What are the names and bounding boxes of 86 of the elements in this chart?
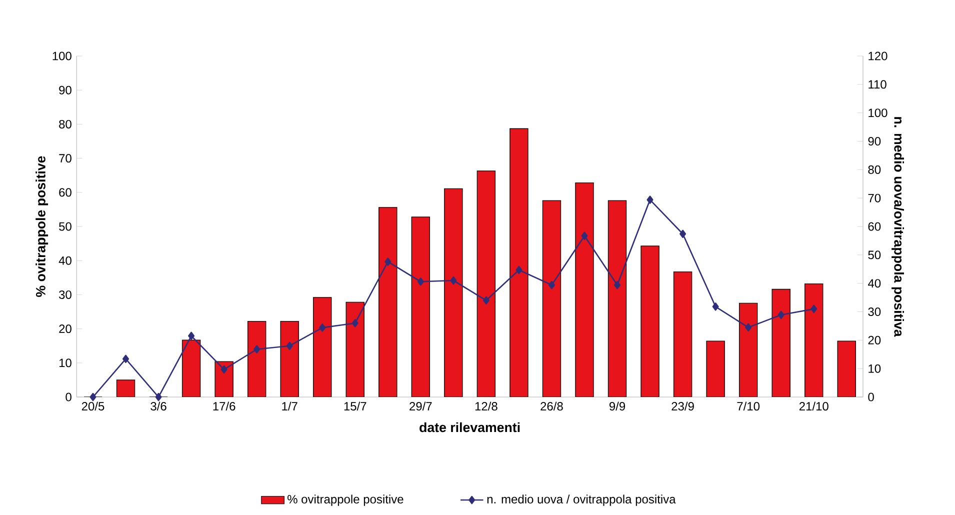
x-tick-label: 7/10 [737, 402, 760, 411]
y2-tick-label: 30 [868, 307, 881, 316]
bar [608, 200, 627, 397]
point [417, 277, 424, 286]
bar [214, 361, 234, 397]
x-tick-label: 23/9 [672, 402, 694, 411]
x-tick-label: 9/9 [609, 402, 626, 411]
x-axis-title: date rilevamenti [420, 422, 520, 432]
x-tick-label: 21/10 [799, 402, 828, 411]
y2-tick-label: 40 [868, 279, 881, 288]
point [155, 392, 162, 402]
point [352, 318, 358, 328]
point [319, 324, 326, 332]
bar [772, 288, 790, 397]
y-tick-label: 90 [59, 86, 72, 94]
y-tick-label: 100 [52, 52, 72, 60]
point [220, 365, 228, 374]
x-tick-label: 1/7 [282, 402, 298, 411]
x-tick-label: 29/7 [410, 402, 432, 411]
bar [706, 340, 725, 397]
y2-tick-label: 110 [868, 80, 886, 89]
bar [280, 320, 299, 397]
y-axis-title: % ovitrappole positive [36, 156, 48, 297]
point [646, 196, 654, 204]
bar [575, 182, 594, 397]
bar [640, 246, 660, 397]
bar [116, 380, 136, 397]
y2-axis-title: n. medio uova/ovitrappola positiva [892, 117, 904, 337]
y-tick-label: 50 [59, 222, 72, 231]
bar [247, 320, 266, 397]
y-tick-label: 0 [66, 392, 72, 402]
legend-label: n. medio uova / ovitrappola positiva [487, 494, 676, 506]
y2-tick-label: 60 [868, 222, 881, 231]
y-tick-label: 40 [58, 256, 72, 265]
bar [837, 340, 856, 397]
point [188, 332, 195, 340]
y2-tick-label: 100 [868, 108, 888, 118]
point [810, 304, 818, 314]
x-tick-label: 26/8 [540, 402, 563, 411]
point [254, 345, 260, 354]
point [680, 230, 686, 238]
y2-tick-label: 0 [868, 392, 874, 402]
bar [542, 200, 562, 397]
bar [510, 128, 528, 397]
y-tick-label: 70 [59, 154, 72, 163]
x-tick-label: 15/7 [344, 402, 366, 411]
point [778, 310, 784, 320]
legend-label: % ovitrappole positive [288, 494, 404, 506]
y-tick-label: 60 [59, 188, 72, 197]
y2-tick-label: 120 [868, 52, 888, 60]
point [286, 342, 293, 350]
y-tick-label: 80 [59, 120, 72, 128]
bar [346, 302, 364, 397]
bar [182, 340, 201, 397]
point [745, 323, 752, 332]
y-tick-label: 20 [59, 324, 72, 334]
x-tick-label: 3/6 [150, 402, 166, 411]
point [90, 392, 96, 402]
bar [673, 272, 692, 397]
y-tick-label: 10 [59, 358, 72, 368]
point [384, 258, 392, 266]
point [450, 276, 457, 285]
bar [313, 297, 332, 397]
y2-tick-label: 90 [868, 136, 881, 146]
bar [378, 207, 398, 397]
y2-tick-label: 10 [868, 364, 881, 373]
point [614, 280, 621, 290]
point [548, 280, 555, 290]
bar [476, 170, 496, 397]
x-tick-label: 20/5 [82, 402, 104, 411]
point [122, 354, 130, 364]
bar [804, 283, 824, 397]
bar [411, 216, 430, 397]
y2-tick-label: 80 [868, 165, 881, 174]
point [581, 232, 588, 240]
x-tick-label: 17/6 [213, 402, 236, 411]
point [482, 296, 490, 305]
point [516, 266, 522, 274]
y-tick-label: 30 [59, 290, 72, 299]
bar [444, 188, 463, 397]
y2-tick-label: 70 [868, 194, 881, 202]
point [712, 302, 719, 311]
y2-tick-label: 50 [868, 250, 881, 260]
bar [738, 302, 758, 397]
x-tick-label: 12/8 [475, 402, 498, 411]
y2-tick-label: 20 [868, 336, 881, 344]
